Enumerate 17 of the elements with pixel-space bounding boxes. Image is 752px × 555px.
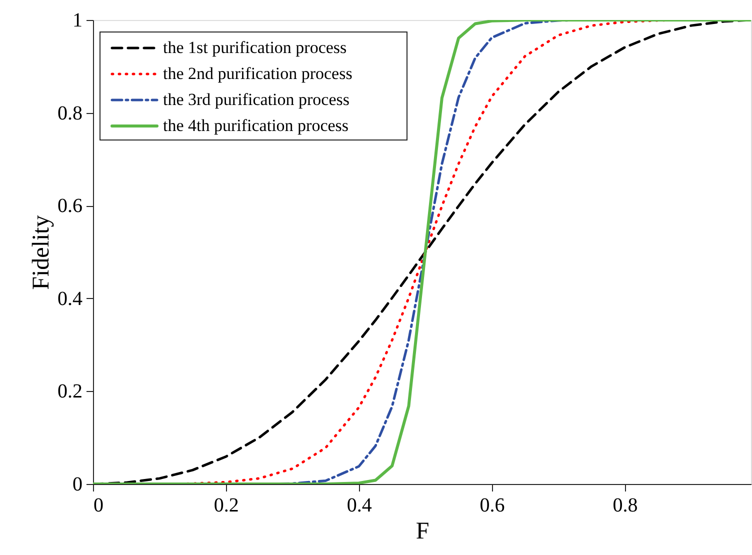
x-tick-label: 0.6 bbox=[480, 494, 505, 516]
y-tick-label: 0.6 bbox=[58, 195, 82, 218]
legend-label: the 3rd purification process bbox=[163, 90, 350, 109]
y-axis-title: Fidelity bbox=[28, 215, 54, 290]
y-tick-label: 1 bbox=[72, 10, 82, 32]
y-tick-label: 0.2 bbox=[58, 380, 82, 403]
x-tick-label: 0.4 bbox=[346, 494, 372, 516]
legend-label: the 1st purification process bbox=[163, 38, 347, 57]
x-tick-label: 0 bbox=[94, 494, 104, 516]
x-tick-label: 0.8 bbox=[612, 494, 638, 516]
x-axis-title: F bbox=[416, 518, 430, 544]
legend-label: the 4th purification process bbox=[163, 116, 349, 135]
y-tick-label: 0.8 bbox=[58, 102, 82, 124]
x-tick-label: 0.2 bbox=[214, 494, 239, 516]
y-tick-label: 0 bbox=[72, 474, 82, 496]
y-tick-label: 0.4 bbox=[58, 288, 82, 310]
legend-label: the 2nd purification process bbox=[163, 64, 352, 83]
